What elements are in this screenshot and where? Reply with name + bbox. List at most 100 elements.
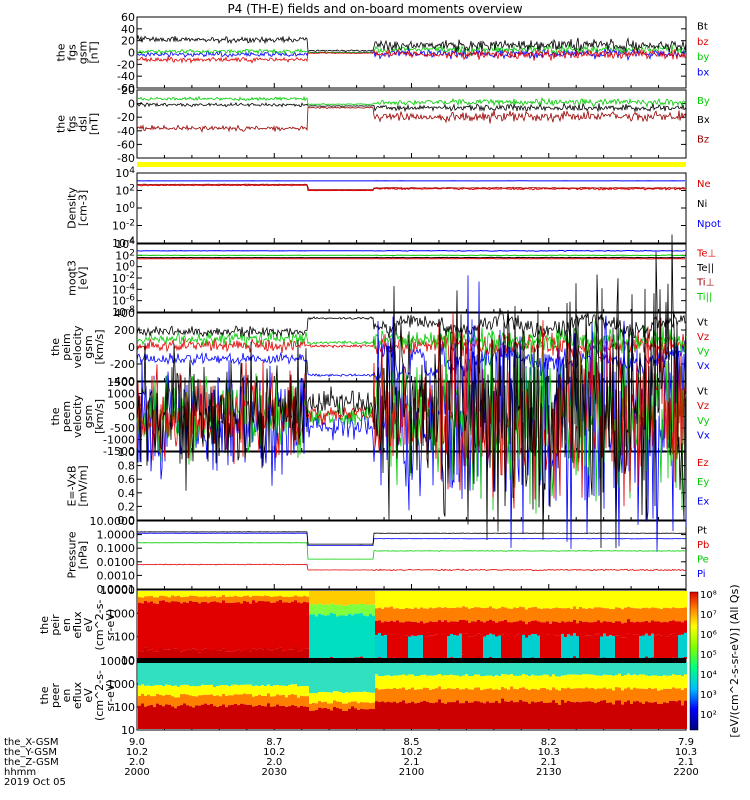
- spectrogram-cell: [345, 615, 348, 661]
- spectrogram-cell: [447, 608, 450, 623]
- y-axis-label: [km/s]: [93, 329, 106, 364]
- spectrogram-cell: [591, 662, 594, 675]
- spectrogram-cell: [453, 662, 456, 676]
- spectrogram-cell: [255, 705, 258, 729]
- spectrogram-cell: [246, 595, 249, 602]
- spectrogram-cell: [465, 607, 468, 621]
- spectrogram-cell: [384, 688, 387, 703]
- spectrogram-cell: [381, 689, 384, 702]
- spectrogram-cell: [318, 707, 321, 729]
- spectrogram-cell: [261, 601, 264, 650]
- x-row-value: 10.3: [675, 747, 697, 758]
- spectrogram-cell: [501, 634, 504, 659]
- spectrogram-cell: [240, 703, 243, 729]
- spectrogram-cell: [159, 591, 162, 596]
- spectrogram-cell: [462, 703, 465, 729]
- spectrogram-cell: [504, 688, 507, 702]
- x-row-value: 2.1: [541, 757, 557, 768]
- spectrogram-cell: [678, 662, 681, 675]
- spectrogram-cell: [300, 686, 303, 696]
- y-axis-label-group: E=-VxB[mV/m]: [66, 465, 90, 506]
- spectrogram-cell: [480, 634, 483, 659]
- spectrogram-cell: [468, 636, 471, 661]
- spectrogram-cell: [666, 622, 669, 637]
- spectrogram-cell: [429, 675, 432, 690]
- spectrogram-cell: [360, 656, 363, 659]
- spectrogram-cell: [528, 662, 531, 677]
- spectrogram-cell: [153, 707, 156, 729]
- spectrogram-cell: [504, 701, 507, 729]
- y-axis-label: the: [55, 43, 68, 61]
- spectrogram-cell: [567, 634, 570, 659]
- spectrogram-cell: [660, 591, 663, 610]
- spectrogram-cell: [282, 596, 285, 603]
- spectrogram-cell: [273, 685, 276, 697]
- spectrogram-cell: [390, 702, 393, 729]
- spectrogram-cell: [426, 622, 429, 637]
- spectrogram-cell: [495, 675, 498, 690]
- spectrogram-cell: [150, 596, 153, 602]
- spectrogram-cell: [231, 662, 234, 685]
- spectrogram-cell: [429, 689, 432, 703]
- spectrogram-cell: [417, 635, 420, 659]
- spectrogram-cell: [138, 662, 141, 686]
- spectrogram-cell: [324, 604, 327, 616]
- y-tick-label: 40: [121, 23, 135, 36]
- spectrogram-cell: [543, 636, 546, 661]
- spectrogram-cell: [483, 608, 486, 623]
- y-axis-label: [mV/m]: [77, 465, 90, 506]
- spectrogram-cell: [588, 591, 591, 609]
- spectrogram-cell: [594, 662, 597, 676]
- spectrogram-cell: [252, 591, 255, 596]
- spectrogram-cell: [144, 662, 147, 686]
- legend-peim_velocity-Vx: Vx: [697, 361, 710, 372]
- spectrogram-cell: [438, 662, 441, 675]
- spectrogram-cell: [600, 636, 603, 660]
- spectrogram-cell: [396, 620, 399, 634]
- spectrogram-cell: [348, 604, 351, 614]
- spectrogram-cell: [393, 634, 396, 658]
- spectrogram-cell: [546, 689, 549, 703]
- y-axis-label: Pressure: [66, 531, 79, 578]
- y-axis-label: peim: [60, 333, 73, 361]
- spectrogram-cell: [180, 705, 183, 729]
- spectrogram-cell: [639, 662, 642, 675]
- spectrogram-cell: [579, 702, 582, 729]
- spectrogram-divider: [137, 658, 686, 663]
- spectrogram-cell: [660, 609, 663, 623]
- spectrogram-cell: [672, 620, 675, 634]
- y-axis-label: the: [49, 407, 62, 425]
- spectrogram-cell: [192, 601, 195, 649]
- y-axis-label: the: [38, 616, 51, 634]
- spectrogram-cell: [606, 674, 609, 690]
- spectrogram-cell: [384, 662, 387, 676]
- spectrogram-cell: [429, 591, 432, 608]
- spectrogram-cell: [186, 662, 189, 685]
- spectrogram-cell: [420, 635, 423, 659]
- spectrogram-cell: [159, 662, 162, 686]
- spectrogram-cell: [531, 688, 534, 702]
- spectrogram-cell: [270, 591, 273, 597]
- spectrogram-cell: [252, 600, 255, 649]
- spectrogram-cell: [486, 634, 489, 660]
- spectrogram-cell: [639, 688, 642, 703]
- spectrogram-cell: [168, 591, 171, 598]
- spectrogram-cell: [360, 613, 363, 657]
- spectrogram-cell: [465, 662, 468, 675]
- spectrogram-cell: [324, 662, 327, 693]
- spectrogram-cell: [531, 701, 534, 729]
- spectrogram-cell: [171, 686, 174, 697]
- spectrogram-cell: [555, 607, 558, 622]
- spectrogram-cell: [543, 591, 546, 609]
- spectrogram-cell: [555, 621, 558, 636]
- spectrogram-cell: [318, 662, 321, 693]
- spectrogram-cell: [441, 675, 444, 690]
- spectrogram-cell: [372, 708, 375, 729]
- spectrogram-cell: [375, 591, 378, 609]
- spectrogram-cell: [366, 662, 369, 693]
- spectrogram-cell: [261, 591, 264, 597]
- spectrogram-cell: [234, 602, 237, 651]
- spectrogram-cell: [633, 622, 636, 635]
- spectrogram-cell: [354, 662, 357, 693]
- spectrogram-cell: [246, 704, 249, 729]
